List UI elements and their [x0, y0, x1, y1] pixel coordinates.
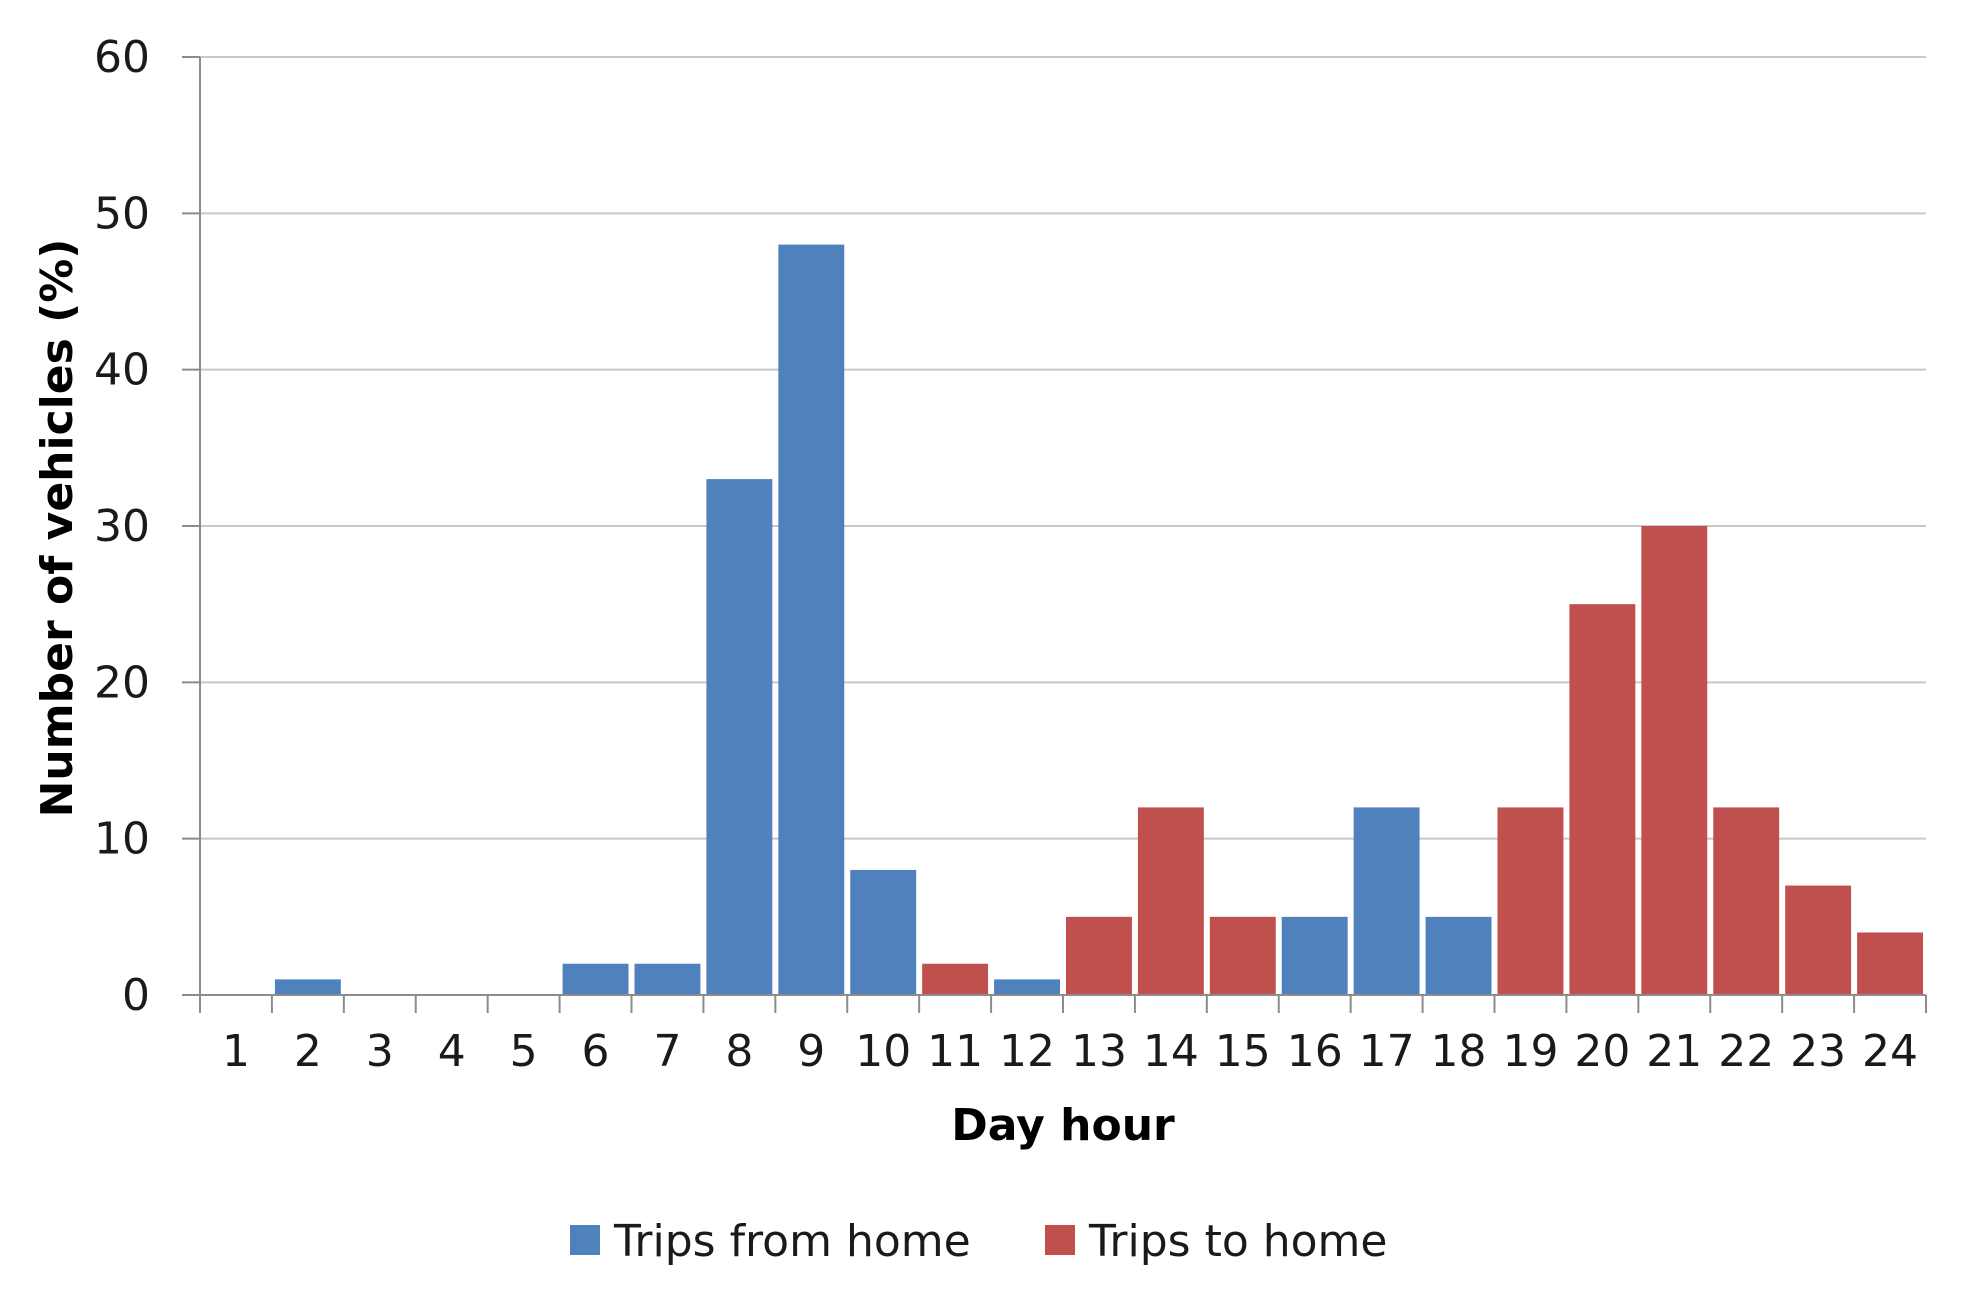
x-tick-label-10: 10 [855, 1026, 911, 1077]
x-tick-label-8: 8 [725, 1026, 753, 1077]
x-tick-label-12: 12 [999, 1026, 1055, 1077]
bar-series-1-hour-21 [1641, 526, 1708, 995]
y-tick-label-10: 10 [94, 814, 150, 865]
x-tick-label-17: 17 [1359, 1026, 1415, 1077]
x-tick-labels: 1 2 3 4 5 6 7 8 9 10 11 12 13 14 15 16 17 18 19 20 21 22 23 24 [222, 1026, 1918, 1077]
bar-series-1-hour-14 [1137, 807, 1204, 995]
bar-series-0-hour-17 [1353, 807, 1420, 995]
legend-swatch-trips-to-home [1045, 1225, 1075, 1255]
x-tick-label-22: 22 [1718, 1026, 1774, 1077]
bar-series-1-hour-24 [1857, 932, 1923, 995]
bar-series-0-hour-16 [1281, 916, 1348, 995]
x-tick-label-20: 20 [1574, 1026, 1630, 1077]
legend: Trips from home Trips to home [570, 1216, 1387, 1267]
x-tick-label-11: 11 [927, 1026, 983, 1077]
bar-series-0-hour-2 [274, 979, 341, 995]
y-tick-labels: 0 10 20 30 40 50 60 [94, 32, 150, 1021]
bar-series-0-hour-18 [1425, 916, 1492, 995]
bar-series-1-hour-22 [1713, 807, 1780, 995]
x-tick-label-23: 23 [1790, 1026, 1846, 1077]
bar-series-1-hour-13 [1066, 916, 1132, 995]
x-tick-label-3: 3 [366, 1026, 394, 1077]
y-tick-label-30: 30 [94, 501, 150, 552]
x-tick-label-9: 9 [797, 1026, 825, 1077]
bar-series-1-hour-15 [1209, 916, 1276, 995]
bars [274, 244, 1923, 996]
bar-series-1-hour-20 [1569, 604, 1636, 995]
x-tick-label-5: 5 [510, 1026, 538, 1077]
y-tick-label-50: 50 [94, 188, 150, 239]
bar-series-0-hour-8 [706, 479, 773, 996]
y-tick-label-20: 20 [94, 657, 150, 708]
bar-series-1-hour-11 [922, 963, 989, 995]
x-tick-label-13: 13 [1071, 1026, 1127, 1077]
bar-series-0-hour-12 [994, 979, 1060, 995]
bar-series-0-hour-9 [778, 244, 845, 996]
y-tick-label-0: 0 [122, 970, 150, 1021]
y-tick-label-40: 40 [94, 345, 150, 396]
x-tick-label-19: 19 [1502, 1026, 1558, 1077]
x-tick-label-4: 4 [438, 1026, 466, 1077]
bar-series-0-hour-7 [634, 963, 701, 995]
bar-series-0-hour-6 [562, 963, 629, 995]
grid-lines [182, 56, 1926, 996]
x-tick-label-16: 16 [1287, 1026, 1343, 1077]
x-tick-label-15: 15 [1215, 1026, 1271, 1077]
legend-swatch-trips-from-home [570, 1225, 600, 1255]
x-tick-label-2: 2 [294, 1026, 322, 1077]
bar-series-1-hour-19 [1497, 807, 1564, 995]
x-tick-label-21: 21 [1646, 1026, 1702, 1077]
y-tick-label-60: 60 [94, 32, 150, 83]
axes [182, 57, 1927, 1013]
legend-label-trips-from-home: Trips from home [613, 1216, 971, 1267]
y-axis-title: Number of vehicles (%) [32, 239, 83, 818]
legend-label-trips-to-home: Trips to home [1088, 1216, 1387, 1267]
x-tick-label-14: 14 [1143, 1026, 1199, 1077]
x-tick-label-6: 6 [582, 1026, 610, 1077]
x-tick-label-24: 24 [1862, 1026, 1918, 1077]
x-tick-label-1: 1 [222, 1026, 250, 1077]
x-axis-title: Day hour [951, 1100, 1175, 1151]
bar-series-0-hour-10 [850, 869, 917, 995]
bar-series-1-hour-23 [1785, 885, 1852, 995]
x-tick-label-18: 18 [1431, 1026, 1487, 1077]
x-tick-label-7: 7 [653, 1026, 681, 1077]
